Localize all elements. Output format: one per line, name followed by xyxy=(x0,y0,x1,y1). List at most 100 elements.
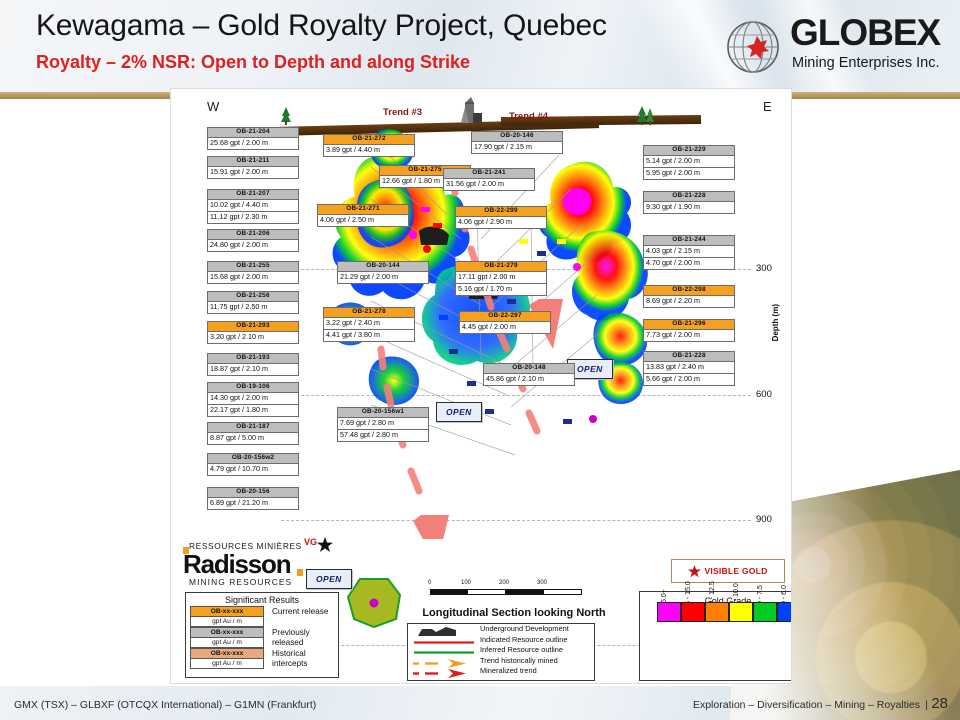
legend-row: OB-xx-xxx gpt Au / m Current release xyxy=(186,606,338,627)
tree-icon-west xyxy=(281,107,291,125)
drillhole-label: OB-21-228 13.83 gpt / 2.40 m 5.66 gpt / 2.… xyxy=(643,351,735,386)
logo-tagline: Mining Enterprises Inc. xyxy=(792,55,940,71)
low-grade-pod xyxy=(346,578,402,629)
drillhole-id: OB-22-298 xyxy=(643,285,735,296)
gold-grade-bin-swatch xyxy=(705,602,729,622)
symbol-legend-row: Indicated Resource outline xyxy=(408,635,594,646)
symbol-legend-row: Trend historically mined xyxy=(408,656,594,668)
drillhole-intercept: 4.03 gpt / 2.15 m xyxy=(643,245,735,258)
drillhole-label: OB-21-244 4.03 gpt / 2.15 m 4.70 gpt / 2.0… xyxy=(643,235,735,270)
footer-left-text: GMX (TSX) – GLBXF (OTCQX International) … xyxy=(14,699,317,711)
drillhole-intercept: 31.56 gpt / 2.00 m xyxy=(443,178,535,191)
trend-historically-mined-icon xyxy=(412,656,476,668)
legend-chip-unit: gpt Au / m xyxy=(190,638,264,648)
page-title: Kewagama – Gold Royalty Project, Quebec xyxy=(36,9,607,42)
drillhole-label: OB-21-193 18.87 gpt / 2.10 m xyxy=(207,353,299,376)
drillhole-intercept: 11.12 gpt / 2.30 m xyxy=(207,211,299,224)
visible-gold-label: VISIBLE GOLD xyxy=(704,566,768,576)
radisson-top-text: RESSOURCES MINIÈRES xyxy=(189,541,302,551)
drillhole-intercept: 4.70 gpt / 2.00 m xyxy=(643,257,735,270)
drillhole-label: OB-21-229 5.14 gpt / 2.00 m 5.95 gpt / 2.0… xyxy=(643,145,735,180)
drillhole-id: OB-22-299 xyxy=(455,206,547,217)
drillhole-id: OB-21-255 xyxy=(207,261,299,272)
gold-grade-bin-swatch xyxy=(753,602,777,622)
gold-grade-title: Gold Grade xyxy=(704,596,752,606)
drillhole-id: OB-21-211 xyxy=(207,156,299,167)
scale-tick-100: 100 xyxy=(461,580,472,586)
longitudinal-section-figure: W E Depth (m) 300 600 900 1200 xyxy=(170,88,792,684)
drillhole-label: OB-21-271 4.06 gpt / 2.50 m xyxy=(317,204,409,227)
drillhole-id: OB-21-193 xyxy=(207,353,299,364)
drillhole-intercept: 7.69 gpt / 2.80 m xyxy=(337,417,429,430)
drillhole-intercept: 5.95 gpt / 2.00 m xyxy=(643,167,735,180)
headframe-icon xyxy=(461,97,482,123)
open-callout-east[interactable]: OPEN xyxy=(567,359,613,379)
legend-chip-id: OB-xx-xxx xyxy=(190,648,264,659)
inferred-resource-outline-icon xyxy=(412,645,476,656)
footer-right-text: Exploration – Diversification – Mining –… xyxy=(692,699,920,711)
drillhole-id: OB-21-228 xyxy=(643,191,735,202)
drillhole-id: OB-21-272 xyxy=(323,134,415,145)
legend-chip-unit: gpt Au / m xyxy=(190,617,264,627)
legend-description: Historical intercepts xyxy=(272,649,308,668)
legend-chip-unit: gpt Au / m xyxy=(190,659,264,669)
indicated-resource-outline-icon xyxy=(412,635,476,646)
underground-development-icon xyxy=(412,624,476,636)
drillhole-label: OB-21-241 31.56 gpt / 2.00 m xyxy=(443,168,535,191)
visible-gold-section-label: VG xyxy=(304,537,318,547)
scale-bar-segments: 0 100 200 300 xyxy=(428,580,582,595)
symbol-legend-rows: Underground Development Indicated Resourc… xyxy=(408,624,594,678)
drillhole-id: OB-21-229 xyxy=(643,145,735,156)
scale-tick-300: 300 xyxy=(537,580,548,586)
drillhole-intercept: 4.45 gpt / 2.00 m xyxy=(459,321,551,334)
visible-gold-legend: VISIBLE GOLD xyxy=(671,559,785,583)
drillhole-intercept: 57.48 gpt / 2.80 m xyxy=(337,429,429,442)
drillhole-id: OB-21-296 xyxy=(643,319,735,330)
drillhole-intercept: 5.14 gpt / 2.00 m xyxy=(643,155,735,168)
drillhole-id: OB-19-106 xyxy=(207,382,299,393)
drillhole-id: OB-20-148 xyxy=(483,363,575,374)
scale-bar: 0 100 200 300 xyxy=(419,580,609,595)
drillhole-intercept: 4.79 gpt / 10.70 m xyxy=(207,463,299,476)
significant-results-rows: OB-xx-xxx gpt Au / m Current release OB-xx-… xyxy=(186,606,338,669)
drillhole-intercept: 21.29 gpt / 2.00 m xyxy=(337,271,429,284)
drillhole-intercept: 5.16 gpt / 1.70 m xyxy=(455,283,547,296)
open-callout-center[interactable]: OPEN xyxy=(436,402,482,422)
drillhole-label: OB-21-207 10.02 gpt / 4.40 m 11.12 gpt / 2… xyxy=(207,189,299,224)
open-callout-depth[interactable]: OPEN xyxy=(306,569,352,589)
drillhole-id: OB-21-228 xyxy=(643,351,735,362)
drillhole-intercept: 15.68 gpt / 2.00 m xyxy=(207,271,299,284)
radisson-wordmark: Radisson xyxy=(183,549,292,579)
depth-tick-300: 300 xyxy=(756,263,772,274)
legend-chip-id: OB-xx-xxx xyxy=(190,606,264,617)
drillhole-label: OB-20-156w1 7.69 gpt / 2.80 m 57.48 gpt / … xyxy=(337,407,429,442)
drillhole-label: OB-21-278 3.22 gpt / 2.40 m 4.41 gpt / 3.8… xyxy=(323,307,415,342)
drillhole-label: OB-22-297 4.45 gpt / 2.00 m xyxy=(459,311,551,334)
drillhole-intercept: 14.30 gpt / 2.00 m xyxy=(207,392,299,405)
drillhole-intercept: 11.75 gpt / 2.50 m xyxy=(207,301,299,314)
globe-icon xyxy=(727,21,779,73)
drillhole-intercept: 17.11 gpt / 2.00 m xyxy=(455,271,547,284)
drillhole-label: OB-21-255 15.68 gpt / 2.00 m xyxy=(207,261,299,284)
legend-chip: OB-xx-xxx gpt Au / m xyxy=(190,648,264,669)
drillhole-label: OB-20-146 17.90 gpt / 2.15 m xyxy=(471,131,563,154)
symbol-legend-label: Mineralized trend xyxy=(480,666,537,675)
drillhole-id: OB-21-187 xyxy=(207,422,299,433)
drillhole-id: OB-21-256 xyxy=(207,291,299,302)
radisson-mark-left xyxy=(183,547,189,554)
drillhole-id: OB-21-271 xyxy=(317,204,409,215)
drillhole-label: OB-21-211 15.91 gpt / 2.00 m xyxy=(207,156,299,179)
scale-tick-200: 200 xyxy=(499,580,510,586)
drillhole-label: OB-21-279 17.11 gpt / 2.00 m 5.16 gpt / 1.… xyxy=(455,261,547,296)
drillhole-id: OB-22-297 xyxy=(459,311,551,322)
drillhole-intercept: 5.66 gpt / 2.00 m xyxy=(643,373,735,386)
gold-grade-legend: Gold Grade (g/t Au) 15.0+12.5 - 15.010.0… xyxy=(639,581,791,681)
footer-separator: | xyxy=(925,699,928,711)
drillhole-id: OB-21-204 xyxy=(207,127,299,138)
drillhole-intercept: 25.68 gpt / 2.00 m xyxy=(207,137,299,150)
radisson-logo: RESSOURCES MINIÈRES Radisson MINING RESO… xyxy=(183,541,311,589)
legend-description: Previously released xyxy=(272,628,310,647)
symbol-legend: Underground Development Indicated Resourc… xyxy=(407,623,595,681)
drillhole-label: OB-22-299 4.06 gpt / 2.90 m xyxy=(455,206,547,229)
